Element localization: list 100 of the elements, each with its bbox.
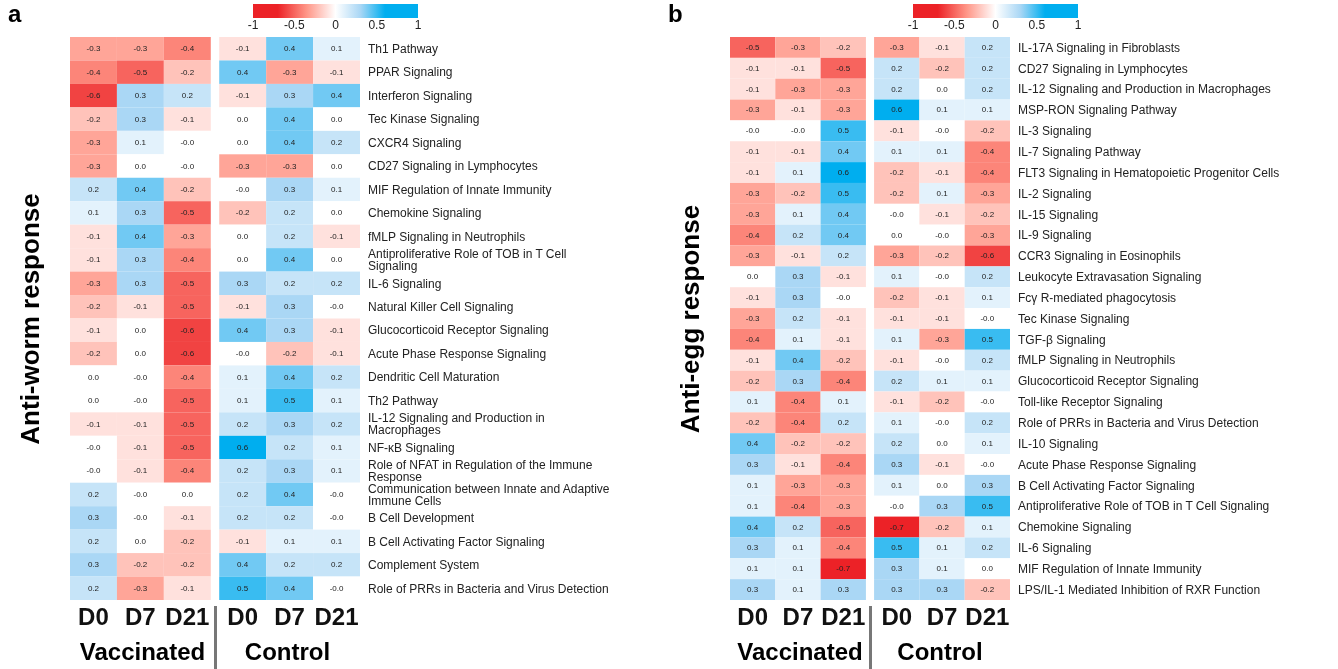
data-label: 0.1 [792,334,805,344]
y-tick-label: B Cell Development [368,511,475,526]
y-tick-label: Th2 Pathway [368,393,439,408]
data-label: 0.1 [792,209,805,219]
data-label: 0.2 [981,63,994,73]
data-label: 0.0 [134,349,147,359]
data-label: -0.3 [935,334,950,344]
data-label: -0.1 [791,63,806,73]
data-label: -0.1 [935,42,950,52]
data-label: 0.3 [134,278,147,288]
y-tick-label: NF-κB Signaling [368,440,455,455]
data-label: 0.3 [981,480,994,490]
data-label: -0.3 [745,209,761,219]
y-tick-label: Th1 Pathway [368,41,439,56]
data-label: -0.3 [86,138,101,148]
data-label: -0.0 [133,489,148,499]
data-label: 0.3 [284,91,296,101]
data-label: -0.5 [133,67,148,77]
data-label: 0.4 [284,255,296,265]
chart-title: b [668,0,683,28]
data-label: 0.1 [891,272,903,282]
data-label: -0.0 [980,459,995,469]
data-label: 0.0 [134,325,147,335]
data-label: 0.2 [891,84,903,94]
data-label: -0.1 [133,302,148,312]
data-label: 0.3 [891,585,903,595]
data-label: -0.1 [745,84,761,94]
data-label: 0.2 [837,418,850,428]
data-label: -0.1 [133,466,148,476]
data-label: 0.1 [87,208,100,218]
data-label: 0.2 [891,63,903,73]
y-tick-label: Tec Kinase Signaling [1018,311,1130,326]
data-label: -0.3 [791,480,806,490]
data-label: -0.4 [180,372,195,382]
y-tick-label: MSP-RON Signaling Pathway [1018,103,1177,118]
data-label: 0.1 [330,536,343,546]
data-label: 0.1 [747,564,759,574]
data-label: 0.4 [284,489,296,499]
data-label: -0.2 [935,63,950,73]
data-label: 0.2 [981,272,994,282]
data-label: 0.1 [792,564,805,574]
data-label: -0.0 [980,314,995,323]
data-label: -0.5 [180,302,195,312]
data-label: 0.3 [284,184,296,194]
data-label: 0.1 [981,439,994,449]
color-bar-label: 0 [992,18,999,32]
y-tick-label: IL-15 Signaling [1018,207,1099,222]
data-label: -0.0 [889,209,905,219]
x-tick-label: D7 [125,603,156,631]
data-label: -0.2 [86,302,101,312]
data-label: -0.2 [836,42,851,52]
data-label: -0.1 [745,355,761,365]
y-tick-label: Leukocyte Extravasation Signaling [1018,270,1202,285]
y-tick-label: IL-10 Signaling [1018,436,1099,451]
y-tick-label: IL-6 Signaling [368,276,442,291]
y-tick-label: B Cell Activating Factor Signaling [368,534,545,549]
y-tick-label: IL-7 Signaling Pathway [1018,144,1141,159]
data-label: -0.5 [180,396,195,406]
data-label: -0.2 [889,168,905,178]
x-tick-label: D0 [737,603,768,631]
data-label: -0.3 [86,44,101,54]
data-label: 0.5 [837,188,850,198]
data-label: 0.4 [837,147,850,157]
data-label: 0.3 [134,91,147,101]
data-label: 0.4 [284,114,296,124]
data-label: 0.2 [237,489,249,499]
data-label: 0.4 [284,583,296,593]
data-label: -0.0 [980,397,995,407]
y-tick-label: Complement System [368,558,480,573]
data-label: 0.0 [134,536,147,546]
data-label: -0.1 [86,255,101,265]
data-label: -0.3 [180,231,195,241]
data-label: -0.2 [836,439,851,449]
data-label: 0.2 [181,91,194,101]
data-label: -0.0 [935,230,950,240]
data-label: -0.2 [889,188,905,198]
data-label: 0.0 [981,564,994,574]
data-label: -0.0 [180,161,195,171]
data-label: -0.1 [133,443,148,453]
data-label: -0.1 [235,44,251,54]
data-label: -0.0 [329,489,344,499]
data-label: -0.4 [836,543,851,553]
data-label: 0.1 [936,376,949,386]
data-label: 0.2 [837,251,850,261]
y-tick-label: Chemokine Signaling [1018,520,1132,535]
color-bar-label: -0.5 [943,18,965,32]
x-tick-label: D7 [926,603,958,631]
data-label: -0.1 [935,209,950,219]
y-tick-label: PPAR Signaling [368,65,453,80]
color-bar-label: -1 [907,18,919,32]
y-tick-label: fMLP Signaling in Neutrophils [1018,353,1176,368]
data-label: 0.0 [330,161,343,171]
data-label: -0.3 [745,314,761,323]
data-label: -0.0 [133,513,148,523]
data-label: -0.2 [935,251,950,261]
y-tick-label: B Cell Activating Factor Signaling [1018,478,1195,493]
data-label: 0.3 [284,419,296,429]
data-label: -0.1 [235,302,251,312]
data-label: 0.1 [284,536,296,546]
data-label: 0.5 [891,543,903,553]
